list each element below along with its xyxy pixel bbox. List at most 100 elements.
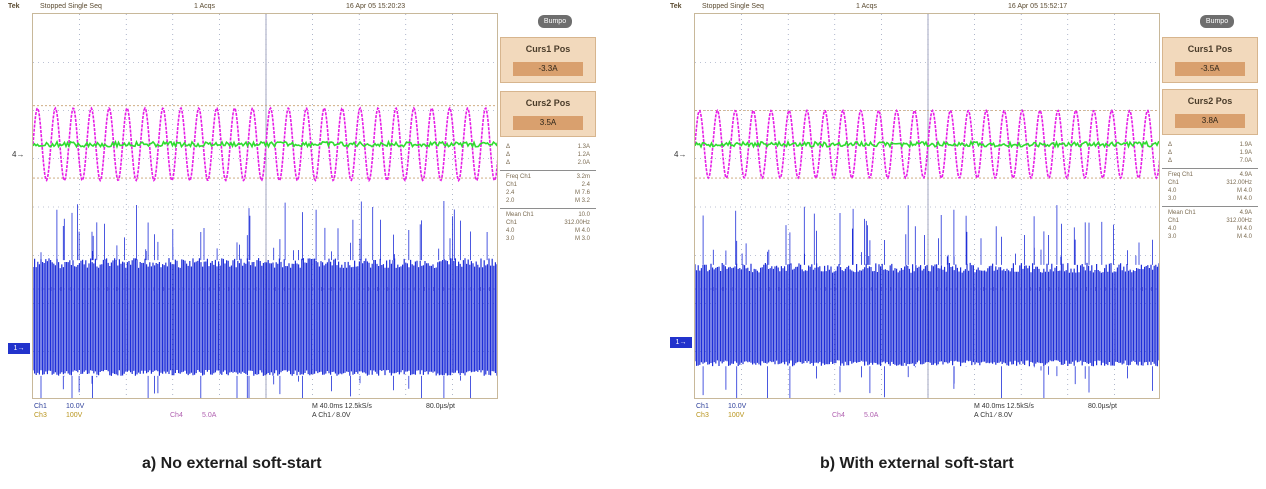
- ch4-scale: 5.0A: [864, 412, 879, 419]
- ch4-label: Ch4: [832, 412, 845, 419]
- readout-val: 1.9A: [1239, 150, 1252, 156]
- readout-val: 1.3A: [577, 144, 590, 150]
- ch1-label: Ch1: [696, 403, 709, 410]
- meas-val: 10.0: [578, 212, 590, 218]
- timebase: M 40.0ms 12.5kS/s: [312, 403, 372, 410]
- sample-rate: 80.0µs/pt: [1088, 403, 1117, 410]
- cursor2-label: Curs2 Pos: [525, 98, 571, 108]
- math-key: 2.4: [506, 190, 515, 196]
- math-val: 4.9A: [1239, 172, 1252, 178]
- timebase: M 40.0ms 12.5kS/s: [974, 403, 1034, 410]
- ch4-scale: 5.0A: [202, 412, 217, 419]
- ch3-label: Ch3: [696, 412, 709, 419]
- math-val: 2.4: [581, 182, 590, 188]
- scope-panel-a: Tek Stopped Single Seq 1 Acqs 16 Apr 05 …: [6, 0, 602, 432]
- math-val: 312.00Hz: [1226, 180, 1252, 186]
- readout-key: Δ: [1168, 150, 1173, 156]
- math-key: Freq Ch1: [1168, 172, 1194, 178]
- ch1-trace: [33, 258, 497, 376]
- math-val: M 4.0: [1236, 196, 1252, 202]
- meas-val: M 4.0: [1236, 234, 1252, 240]
- brand-label: Tek: [8, 3, 20, 10]
- timestamp: 16 Apr 05 15:20:23: [346, 3, 406, 10]
- ch1-scale: 10.0V: [66, 403, 85, 410]
- meas-key: Ch1: [1168, 218, 1180, 224]
- acq-status: Stopped Single Seq: [40, 3, 102, 10]
- trigger-setting: A Ch1 ∕ 8.0V: [312, 412, 351, 419]
- cursor1-box[interactable]: Curs1 Pos -3.5A: [1162, 37, 1258, 83]
- status-bar: Tek Stopped Single Seq 1 Acqs 16 Apr 05 …: [668, 0, 1264, 13]
- readout-key: Δ: [506, 144, 511, 150]
- ch1-marker: 1→: [670, 337, 692, 348]
- meas-key: Ch1: [506, 220, 518, 226]
- math-key: Ch1: [506, 182, 518, 188]
- cursor2-value: 3.5A: [513, 116, 583, 130]
- ch4-trace: [695, 108, 1159, 180]
- ch4-marker: 4→: [674, 150, 687, 159]
- waveform-svg: [695, 14, 1159, 398]
- cursor2-box[interactable]: Curs2 Pos 3.5A: [500, 91, 596, 137]
- ch3-trace: [33, 139, 497, 150]
- waveform-plot: [32, 13, 498, 399]
- readout-val: 1.2A: [577, 152, 590, 158]
- cursor1-label: Curs1 Pos: [525, 44, 571, 54]
- meas-val: M 4.0: [574, 228, 590, 234]
- ch4-marker: 4→: [12, 150, 25, 159]
- readout-key: Δ: [1168, 158, 1173, 164]
- meas-val: 312.00Hz: [564, 220, 590, 226]
- caption-b: b) With external soft-start: [820, 455, 1014, 472]
- cursor2-value: 3.8A: [1175, 114, 1245, 128]
- math-key: 3.0: [1168, 196, 1177, 202]
- cursor2-box[interactable]: Curs2 Pos 3.8A: [1162, 89, 1258, 135]
- menu-button[interactable]: Bumpo: [538, 15, 572, 28]
- brand-label: Tek: [670, 3, 682, 10]
- cursor-readout: Δ 1.9A Δ 1.9A Δ 7.0A Freq Ch1 4.9A Ch1 312.00…: [1162, 141, 1258, 241]
- ch3-scale: 100V: [728, 412, 745, 419]
- trigger-setting: A Ch1 ∕ 8.0V: [974, 412, 1013, 419]
- meas-val: 312.00Hz: [1226, 218, 1252, 224]
- ch3-scale: 100V: [66, 412, 83, 419]
- acq-count: 1 Acqs: [856, 3, 878, 10]
- math-val: M 4.0: [1236, 188, 1252, 194]
- waveform-plot: [694, 13, 1160, 399]
- acq-status: Stopped Single Seq: [702, 3, 764, 10]
- meas-val: M 4.0: [1236, 226, 1252, 232]
- channel-info-bar: Ch1 10.0V Ch3 100V Ch4 5.0A M 40.0ms 12.…: [32, 400, 498, 430]
- cursor1-value: -3.3A: [513, 62, 583, 76]
- cursor1-label: Curs1 Pos: [1187, 44, 1233, 54]
- ch3-trace: [695, 139, 1159, 149]
- ch3-label: Ch3: [34, 412, 47, 419]
- waveform-svg: [33, 14, 497, 398]
- math-val: M 7.6: [574, 190, 590, 196]
- menu-button[interactable]: Bumpo: [1200, 15, 1234, 28]
- cursor2-label: Curs2 Pos: [1187, 96, 1233, 106]
- readout-key: Δ: [506, 152, 511, 158]
- math-key: 4.0: [1168, 188, 1177, 194]
- acq-count: 1 Acqs: [194, 3, 216, 10]
- meas-val: 4.9A: [1239, 210, 1252, 216]
- meas-key: Mean Ch1: [1168, 210, 1196, 216]
- cursor1-box[interactable]: Curs1 Pos -3.3A: [500, 37, 596, 83]
- meas-key: 4.0: [506, 228, 515, 234]
- readout-key: Δ: [506, 160, 511, 166]
- side-menu: Bumpo Curs1 Pos -3.5A Curs2 Pos 3.8A Δ 1.…: [1160, 13, 1264, 399]
- readout-key: Δ: [1168, 142, 1173, 148]
- readout-val: 7.0A: [1239, 158, 1252, 164]
- ch1-spikes: [702, 205, 1153, 398]
- math-val: 3.2m: [576, 174, 590, 180]
- meas-key: Mean Ch1: [506, 212, 534, 218]
- meas-key: 3.0: [506, 236, 515, 242]
- scope-panel-b: Tek Stopped Single Seq 1 Acqs 16 Apr 05 …: [668, 0, 1264, 432]
- meas-key: 3.0: [1168, 234, 1177, 240]
- readout-val: 1.9A: [1239, 142, 1252, 148]
- sample-rate: 80.0µs/pt: [426, 403, 455, 410]
- math-val: M 3.2: [574, 198, 590, 204]
- timestamp: 16 Apr 05 15:52:17: [1008, 3, 1068, 10]
- ch1-trace: [695, 262, 1159, 367]
- ch1-label: Ch1: [34, 403, 47, 410]
- cursor1-value: -3.5A: [1175, 62, 1245, 76]
- ch1-spikes: [40, 201, 488, 398]
- status-bar: Tek Stopped Single Seq 1 Acqs 16 Apr 05 …: [6, 0, 602, 13]
- side-menu: Bumpo Curs1 Pos -3.3A Curs2 Pos 3.5A Δ 1.…: [498, 13, 602, 399]
- caption-a: a) No external soft-start: [142, 455, 322, 472]
